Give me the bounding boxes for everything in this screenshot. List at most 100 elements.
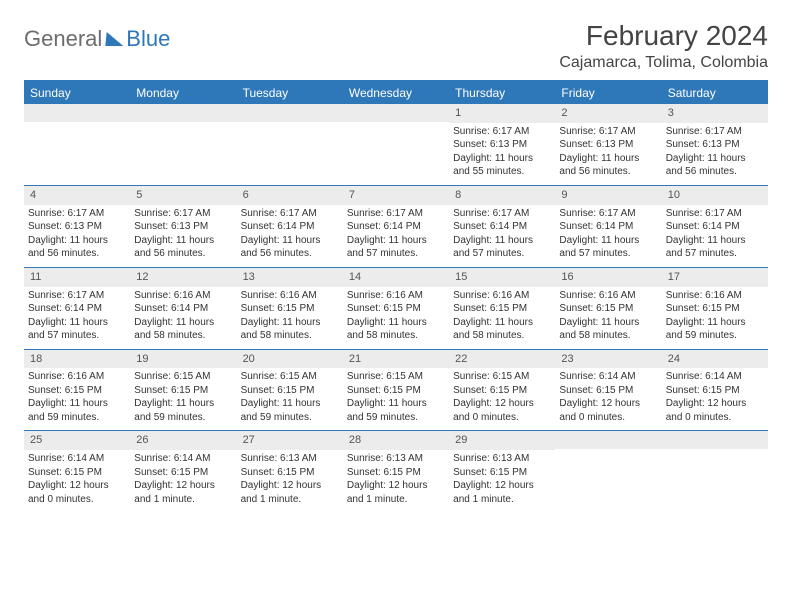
day-cell: 9Sunrise: 6:17 AMSunset: 6:14 PMDaylight… [555,186,661,267]
weekday-label: Saturday [662,82,768,104]
day-cell: 15 Sunrise: 6:16 AMSunset: 6:15 PMDayligh… [449,268,555,349]
weekday-label: Wednesday [343,82,449,104]
daylight-text: Daylight: 11 hours and 59 minutes. [666,316,764,343]
sunrise-text: Sunrise: 6:14 AM [28,452,126,466]
month-title: February 2024 [559,20,768,52]
sunrise-text: Sunrise: 6:17 AM [28,207,126,221]
day-number: 29 [449,431,555,450]
day-number: 12 [130,268,236,287]
daylight-text: Daylight: 11 hours and 58 minutes. [134,316,232,343]
daylight-text: Daylight: 11 hours and 56 minutes. [134,234,232,261]
sunrise-text: Sunrise: 6:17 AM [453,207,551,221]
sunrise-text: Sunrise: 6:15 AM [134,370,232,384]
daylight-text: Daylight: 11 hours and 59 minutes. [241,397,339,424]
sunrise-text: Sunrise: 6:15 AM [347,370,445,384]
sunset-text: Sunset: 6:15 PM [347,466,445,480]
daylight-text: Daylight: 11 hours and 57 minutes. [559,234,657,261]
sunrise-text: Sunrise: 6:17 AM [666,125,764,139]
day-cell: 4Sunrise: 6:17 AMSunset: 6:13 PMDaylight… [24,186,130,267]
day-cell: 18Sunrise: 6:16 AMSunset: 6:15 PMDayligh… [24,350,130,431]
day-cell: 16Sunrise: 6:16 AMSunset: 6:15 PMDayligh… [555,268,661,349]
sunrise-text: Sunrise: 6:16 AM [453,289,551,303]
blank-day-header [130,104,236,122]
weeks-container: 1Sunrise: 6:17 AMSunset: 6:13 PMDaylight… [24,104,768,512]
day-cell: 20Sunrise: 6:15 AMSunset: 6:15 PMDayligh… [237,350,343,431]
sunset-text: Sunset: 6:14 PM [666,220,764,234]
day-cell: 2Sunrise: 6:17 AMSunset: 6:13 PMDaylight… [555,104,661,185]
sunrise-text: Sunrise: 6:16 AM [134,289,232,303]
day-number: 9 [555,186,661,205]
day-number: 20 [237,350,343,369]
day-number: 27 [237,431,343,450]
daylight-text: Daylight: 11 hours and 58 minutes. [453,316,551,343]
day-number: 13 [237,268,343,287]
sunrise-text: Sunrise: 6:16 AM [241,289,339,303]
sunset-text: Sunset: 6:14 PM [28,302,126,316]
day-cell: 7Sunrise: 6:17 AMSunset: 6:14 PMDaylight… [343,186,449,267]
sunset-text: Sunset: 6:13 PM [134,220,232,234]
day-cell: 11Sunrise: 6:17 AMSunset: 6:14 PMDayligh… [24,268,130,349]
sunset-text: Sunset: 6:15 PM [666,302,764,316]
sunrise-text: Sunrise: 6:15 AM [453,370,551,384]
day-number: 24 [662,350,768,369]
day-number: 8 [449,186,555,205]
day-cell: 21Sunrise: 6:15 AMSunset: 6:15 PMDayligh… [343,350,449,431]
daylight-text: Daylight: 12 hours and 1 minute. [453,479,551,506]
blank-day-header [555,431,661,449]
day-number: 10 [662,186,768,205]
day-number: 11 [24,268,130,287]
sunset-text: Sunset: 6:15 PM [453,384,551,398]
sunrise-text: Sunrise: 6:17 AM [666,207,764,221]
day-cell: 27Sunrise: 6:13 AMSunset: 6:15 PMDayligh… [237,431,343,512]
day-cell: 26Sunrise: 6:14 AMSunset: 6:15 PMDayligh… [130,431,236,512]
day-cell [343,104,449,185]
day-number: 3 [662,104,768,123]
daylight-text: Daylight: 11 hours and 56 minutes. [666,152,764,179]
day-cell: 6Sunrise: 6:17 AMSunset: 6:14 PMDaylight… [237,186,343,267]
daylight-text: Daylight: 12 hours and 0 minutes. [28,479,126,506]
sunset-text: Sunset: 6:13 PM [559,138,657,152]
day-cell: 19Sunrise: 6:15 AMSunset: 6:15 PMDayligh… [130,350,236,431]
sunset-text: Sunset: 6:15 PM [241,384,339,398]
day-cell: 10 Sunrise: 6:17 AMSunset: 6:14 PMDayligh… [662,186,768,267]
sunset-text: Sunset: 6:15 PM [241,302,339,316]
blank-day-header [662,431,768,449]
sunset-text: Sunset: 6:13 PM [666,138,764,152]
sunset-text: Sunset: 6:15 PM [28,384,126,398]
brand-word1: General [24,26,102,52]
daylight-text: Daylight: 12 hours and 1 minute. [241,479,339,506]
day-number: 26 [130,431,236,450]
sunrise-text: Sunrise: 6:14 AM [559,370,657,384]
daylight-text: Daylight: 12 hours and 0 minutes. [666,397,764,424]
day-number: 17 [662,268,768,287]
sunrise-text: Sunrise: 6:17 AM [559,125,657,139]
sunrise-text: Sunrise: 6:16 AM [666,289,764,303]
week-row: 25Sunrise: 6:14 AMSunset: 6:15 PMDayligh… [24,430,768,512]
day-cell: 24Sunrise: 6:14 AMSunset: 6:15 PMDayligh… [662,350,768,431]
daylight-text: Daylight: 11 hours and 57 minutes. [666,234,764,261]
day-cell: 14Sunrise: 6:16 AMSunset: 6:15 PMDayligh… [343,268,449,349]
day-number: 2 [555,104,661,123]
day-cell: 3 Sunrise: 6:17 AMSunset: 6:13 PMDaylight… [662,104,768,185]
sunset-text: Sunset: 6:15 PM [453,466,551,480]
sunrise-text: Sunrise: 6:16 AM [559,289,657,303]
blank-day-header [24,104,130,122]
day-cell [555,431,661,512]
day-number: 22 [449,350,555,369]
daylight-text: Daylight: 11 hours and 56 minutes. [28,234,126,261]
day-cell [130,104,236,185]
calendar: Sunday Monday Tuesday Wednesday Thursday… [24,80,768,512]
sunrise-text: Sunrise: 6:14 AM [134,452,232,466]
sunrise-text: Sunrise: 6:16 AM [347,289,445,303]
day-cell: 17 Sunrise: 6:16 AMSunset: 6:15 PMDayligh… [662,268,768,349]
day-number: 19 [130,350,236,369]
daylight-text: Daylight: 12 hours and 1 minute. [347,479,445,506]
sunset-text: Sunset: 6:14 PM [559,220,657,234]
sunset-text: Sunset: 6:15 PM [453,302,551,316]
daylight-text: Daylight: 12 hours and 0 minutes. [453,397,551,424]
brand-logo: General Blue [24,20,170,52]
day-number: 15 [449,268,555,287]
day-number: 7 [343,186,449,205]
blank-day-header [237,104,343,122]
sunset-text: Sunset: 6:15 PM [559,384,657,398]
